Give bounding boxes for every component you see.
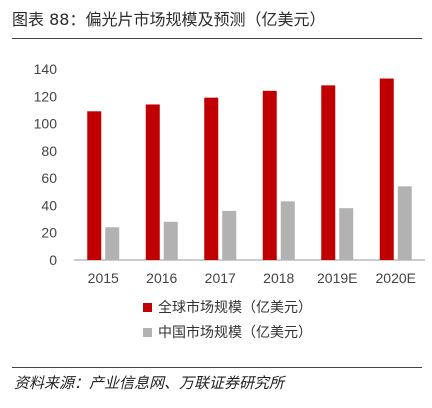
y-tick-label-7: 140 [34,61,58,77]
y-tick-label-3: 60 [41,170,57,186]
y-tick-label-1: 20 [41,225,57,241]
bar-global-2018 [262,90,277,260]
legend-swatch-1 [143,328,152,337]
x-tick-label-4: 2019E [317,270,357,286]
bar-layer [87,78,412,261]
axis-layer: 0 20 40 60 80 100 120 140 2015 2016 2017 2018 2019E 2… [34,61,425,286]
x-tick-label-3: 2018 [263,270,294,286]
legend-label-0: 全球市场规模（亿美元） [158,299,312,315]
bar-china-2020E [397,186,412,260]
source-note: 资料来源：产业信息网、万联证券研究所 [14,374,285,392]
x-tick-label-2: 2017 [205,270,236,286]
bar-global-2016 [145,104,160,260]
y-tick-label-2: 40 [41,197,57,213]
legend-swatch-0 [143,303,152,312]
x-tick-label-5: 2020E [376,270,416,286]
bar-china-2019E [339,208,354,260]
bar-global-2019E [321,85,336,260]
source-rule [12,367,422,368]
legend-label-1: 中国市场规模（亿美元） [158,324,312,340]
y-tick-label-4: 80 [41,143,57,159]
bar-china-2017 [222,210,237,260]
legend: 全球市场规模（亿美元） 中国市场规模（亿美元） [143,299,312,340]
bar-china-2018 [280,201,295,260]
bar-global-2020E [379,78,394,260]
y-tick-label-6: 120 [34,88,58,104]
chart-title: 图表 88：偏光片市场规模及预测（亿美元） [12,10,326,29]
bar-china-2015 [105,227,120,260]
bar-china-2016 [163,221,178,260]
y-tick-label-0: 0 [49,252,57,268]
y-tick-label-5: 100 [34,116,58,132]
title-rule [12,38,422,39]
bar-global-2015 [87,111,102,261]
x-tick-label-0: 2015 [88,270,119,286]
bar-global-2017 [204,97,219,261]
x-tick-label-1: 2016 [146,270,177,286]
